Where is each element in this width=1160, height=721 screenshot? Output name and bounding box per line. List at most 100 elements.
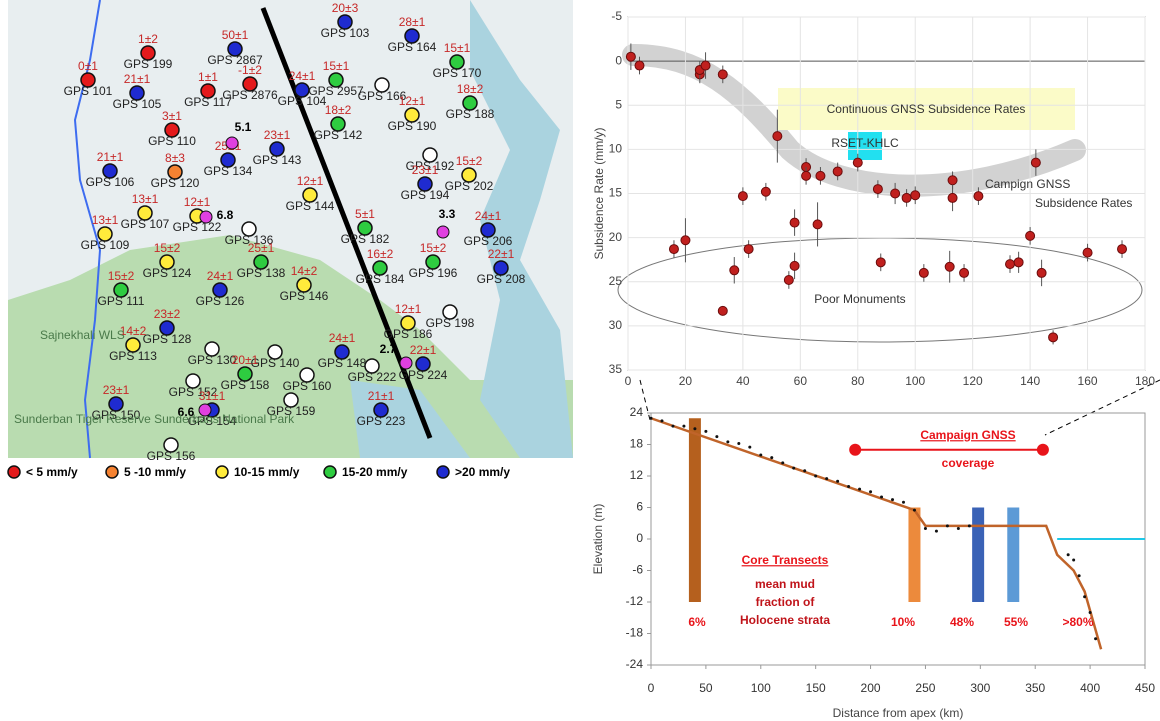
annotation: Poor Monuments [814, 292, 905, 306]
survey-point [891, 498, 894, 501]
point [1118, 245, 1127, 254]
point [635, 61, 644, 70]
station-label: GPS 120 [151, 176, 200, 190]
station-label: GPS 199 [124, 57, 173, 71]
point [744, 245, 753, 254]
station-rate: 12±1 [184, 195, 211, 209]
point [730, 266, 739, 275]
point [948, 176, 957, 185]
rset-marker [437, 226, 449, 238]
survey-point [770, 456, 773, 459]
survey-point [781, 461, 784, 464]
survey-point [880, 496, 883, 499]
annotation: Subsidence Rates [1035, 196, 1132, 210]
x-tick-label: 40 [736, 374, 750, 388]
survey-point [803, 469, 806, 472]
station-rate: 21±1 [97, 150, 124, 164]
y-tick-label: 20 [609, 230, 623, 244]
y-axis-label: Elevation (m) [591, 504, 605, 575]
station-label: GPS 113 [109, 349, 157, 363]
station-label: GPS 138 [237, 266, 286, 280]
station-label: GPS 130 [188, 353, 237, 367]
station-rate: 15±2 [108, 269, 135, 283]
survey-point [847, 485, 850, 488]
survey-point [671, 425, 674, 428]
legend-label: 15-20 mm/y [342, 465, 408, 479]
station-label: GPS 128 [143, 332, 192, 346]
transect-label: >80% [1062, 615, 1093, 629]
point [891, 189, 900, 198]
x-tick-label: 450 [1135, 681, 1155, 695]
station-rate: 12±1 [395, 302, 422, 316]
point [626, 52, 635, 61]
poor-monuments-ellipse [618, 238, 1142, 342]
point [773, 132, 782, 141]
point [1031, 158, 1040, 167]
survey-point [957, 527, 960, 530]
station-label: GPS 156 [147, 449, 196, 463]
station-label: GPS 110 [148, 134, 196, 148]
point [790, 261, 799, 270]
rset-marker [200, 211, 212, 223]
station-rate: 31±1 [199, 389, 226, 403]
station-label: GPS 2957 [308, 84, 364, 98]
point [761, 187, 770, 196]
y-tick-label: 0 [636, 531, 643, 545]
survey-point [1067, 553, 1070, 556]
survey-point [825, 477, 828, 480]
legend-swatch [324, 466, 336, 478]
y-tick-label: 24 [630, 405, 644, 419]
rset-label: 6.8 [217, 208, 234, 222]
y-tick-label: 35 [609, 362, 623, 376]
survey-point [660, 419, 663, 422]
station-label: GPS 182 [341, 232, 390, 246]
station-label: GPS 202 [445, 179, 494, 193]
x-tick-label: 180 [1135, 374, 1155, 388]
station-rate: 13±1 [92, 213, 119, 227]
x-tick-label: 350 [1025, 681, 1045, 695]
point [1083, 248, 1092, 257]
survey-point [869, 490, 872, 493]
station-label: GPS 198 [426, 316, 475, 330]
point [1014, 258, 1023, 267]
survey-point [650, 417, 653, 420]
y-tick-label: -18 [626, 626, 644, 640]
coverage-label: coverage [942, 456, 995, 470]
x-tick-label: 140 [1020, 374, 1040, 388]
annotation: fraction of [756, 595, 816, 609]
station-rate: 50±1 [222, 28, 249, 42]
station-rate: 5±1 [355, 207, 375, 221]
point [1026, 231, 1035, 240]
station-label: GPS 164 [388, 40, 437, 54]
point [790, 218, 799, 227]
y-tick-label: -12 [626, 594, 644, 608]
y-tick-label: -6 [632, 563, 643, 577]
point [873, 185, 882, 194]
legend-label: 10-15 mm/y [234, 465, 300, 479]
station-rate: 12±1 [399, 94, 426, 108]
station-label: GPS 106 [86, 175, 135, 189]
point [1037, 268, 1046, 277]
survey-point [1089, 611, 1092, 614]
station-label: GPS 107 [121, 217, 170, 231]
survey-point [726, 440, 729, 443]
legend-swatch [216, 466, 228, 478]
survey-point [1094, 637, 1097, 640]
station-label: GPS 184 [356, 272, 405, 286]
point [919, 268, 928, 277]
legend-label: >20 mm/y [455, 465, 510, 479]
point [738, 192, 747, 201]
y-axis-label: Subsidence Rate (mm/y) [592, 127, 606, 259]
point [960, 268, 969, 277]
legend-label: 5 -10 mm/y [124, 465, 186, 479]
station-label: GPS 222 [348, 370, 397, 384]
station-label: GPS 190 [388, 119, 437, 133]
survey-point [902, 501, 905, 504]
station-rate: 24±1 [475, 209, 502, 223]
station-rate: 23±1 [412, 163, 439, 177]
station-rate: 1±1 [198, 70, 218, 84]
survey-point [737, 442, 740, 445]
survey-point [759, 454, 762, 457]
place-label: Sajnekhali WLS [40, 328, 125, 342]
station-rate: 24±1 [207, 269, 234, 283]
